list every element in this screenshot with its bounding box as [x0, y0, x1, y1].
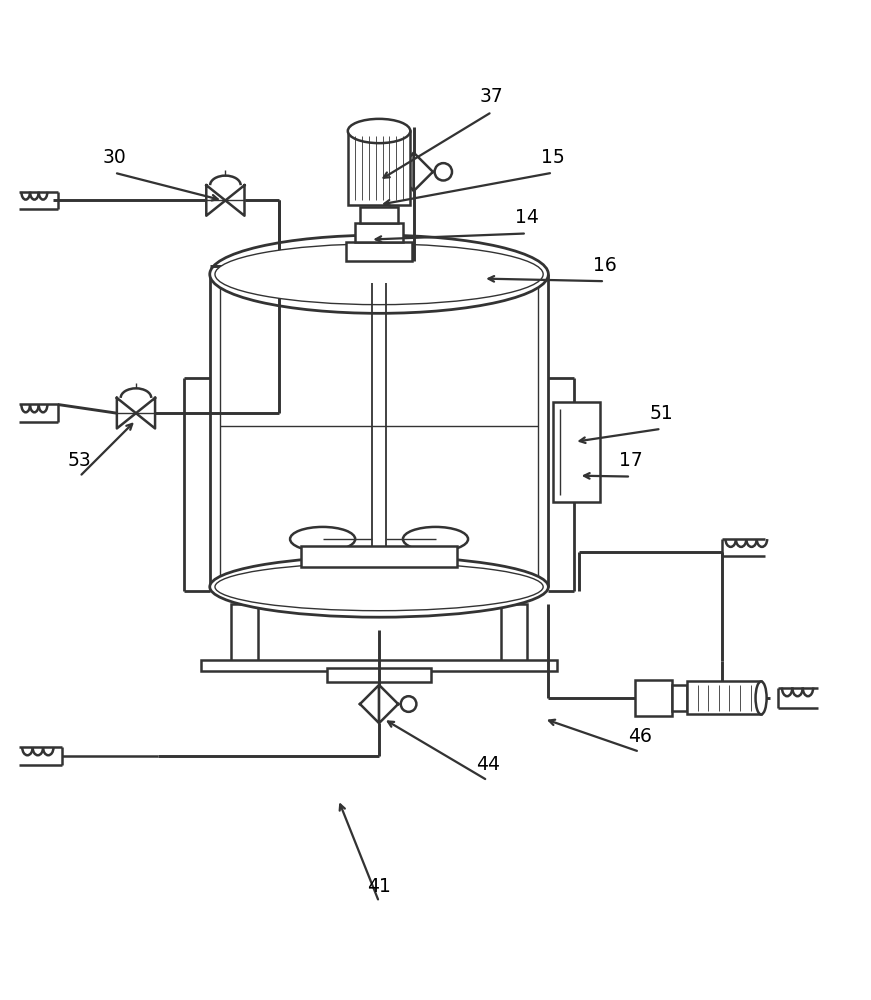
Bar [346, 242, 412, 261]
Bar [232, 604, 258, 661]
Text: 17: 17 [619, 451, 643, 470]
Ellipse shape [210, 556, 549, 617]
Circle shape [401, 696, 416, 712]
Bar [201, 660, 557, 671]
Text: 16: 16 [593, 256, 617, 275]
Text: 44: 44 [476, 755, 500, 774]
Polygon shape [379, 685, 398, 723]
Polygon shape [136, 398, 155, 428]
Polygon shape [360, 685, 379, 723]
Ellipse shape [290, 527, 355, 551]
Polygon shape [226, 185, 245, 216]
Bar [354, 223, 403, 242]
Ellipse shape [215, 563, 544, 611]
Bar [327, 668, 431, 682]
Bar [348, 131, 410, 205]
Polygon shape [206, 185, 226, 216]
Bar [501, 604, 527, 661]
Text: 14: 14 [515, 208, 538, 227]
Bar [635, 680, 672, 716]
Polygon shape [395, 153, 414, 191]
Text: 46: 46 [628, 727, 652, 746]
Ellipse shape [403, 527, 468, 551]
Ellipse shape [348, 119, 410, 143]
Ellipse shape [215, 244, 544, 305]
Text: 41: 41 [368, 877, 391, 896]
Circle shape [435, 163, 452, 180]
Bar [553, 402, 600, 502]
Text: 30: 30 [103, 148, 126, 167]
Bar [672, 685, 687, 711]
Text: 37: 37 [480, 87, 503, 106]
Ellipse shape [755, 681, 766, 714]
Bar [360, 207, 398, 223]
Ellipse shape [210, 235, 549, 313]
Bar [687, 681, 761, 714]
Text: 15: 15 [541, 148, 564, 167]
Text: 51: 51 [650, 404, 673, 423]
Text: 53: 53 [68, 451, 91, 470]
Polygon shape [414, 153, 433, 191]
Polygon shape [117, 398, 136, 428]
Bar [300, 546, 457, 567]
